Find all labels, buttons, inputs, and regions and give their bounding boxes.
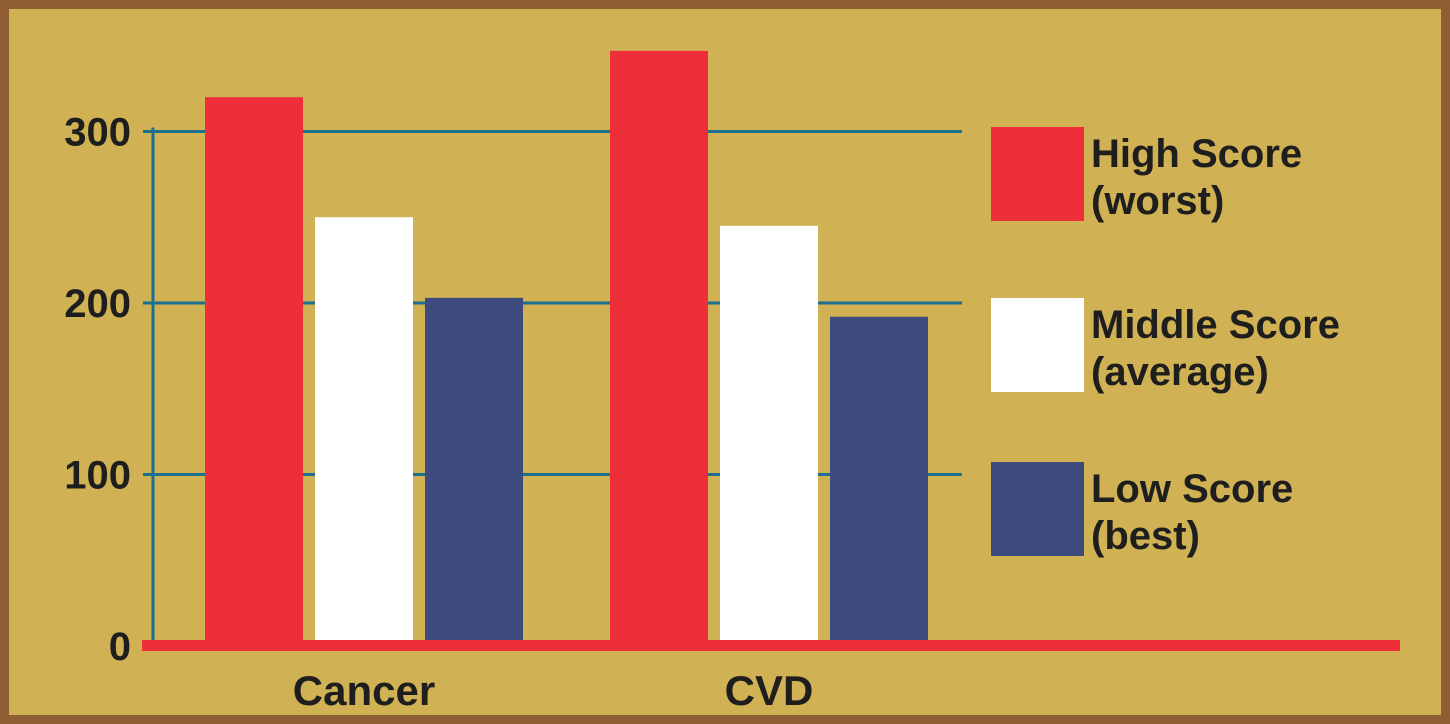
x-axis-baseline — [142, 640, 1400, 651]
bar-cvd-high — [610, 50, 708, 646]
legend-swatch-high — [991, 127, 1084, 221]
legend: High Score(worst) Middle Score(average) Lo… — [991, 127, 1340, 558]
x-category-label-cancer: Cancer — [293, 667, 435, 714]
legend-label-high-line-1: High Score — [1091, 132, 1302, 176]
bar-cvd-middle — [720, 225, 818, 646]
axis-labels: 0 100 200 300 Cancer CVD — [64, 111, 813, 715]
bar-cancer-low — [425, 297, 523, 646]
bar-cvd-low — [830, 316, 928, 646]
y-tick-label-100: 100 — [64, 454, 131, 498]
legend-label-low-line-2: (best) — [1091, 514, 1200, 558]
legend-label-high-line-2: (worst) — [1091, 179, 1224, 223]
baseline-bar — [142, 640, 1400, 651]
bar-cancer-high — [205, 97, 303, 646]
x-category-label-cvd: CVD — [725, 667, 814, 714]
legend-label-middle-line-2: (average) — [1091, 350, 1269, 394]
y-tick-label-0: 0 — [109, 625, 131, 669]
bars — [205, 50, 928, 646]
legend-label-low-line-1: Low Score — [1091, 467, 1293, 511]
y-tick-label-200: 200 — [64, 282, 131, 326]
legend-label-middle-line-1: Middle Score — [1091, 303, 1340, 347]
legend-swatch-low — [991, 462, 1084, 556]
y-tick-label-300: 300 — [64, 111, 131, 155]
bar-cancer-middle — [315, 217, 413, 646]
legend-swatch-middle — [991, 298, 1084, 392]
